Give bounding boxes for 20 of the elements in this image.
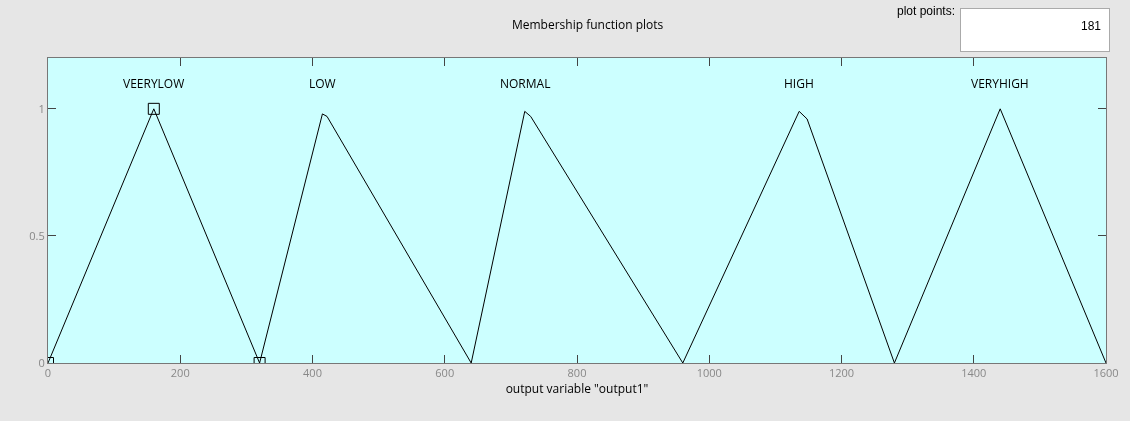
x-tick-label: 1600 [1093,365,1119,381]
chart-title: Membership function plots [511,16,664,34]
text: LOW [309,75,336,92]
x-tick-label: 1000 [696,365,722,381]
y-tick-label: 0.5 [29,227,45,243]
x-tick-label: 200 [170,365,190,381]
x-tick-label: 400 [303,365,322,381]
x-tick-label: 600 [435,365,455,381]
text: VERYHIGH [971,75,1029,92]
text: 181 [960,8,1110,52]
text: plot points: [895,4,955,18]
x-tick-label: 1400 [961,365,987,381]
text: NORMAL [500,75,551,92]
text: HIGH [784,75,814,92]
x-axis-title: output variable "output1" [505,380,649,398]
x-tick-label: 800 [567,365,587,381]
series-label: VEERYLOW [123,75,185,92]
y-tick-label: 1 [38,100,45,116]
x-tick-label: 1200 [828,365,855,381]
y-tick-label: 0 [38,354,45,370]
